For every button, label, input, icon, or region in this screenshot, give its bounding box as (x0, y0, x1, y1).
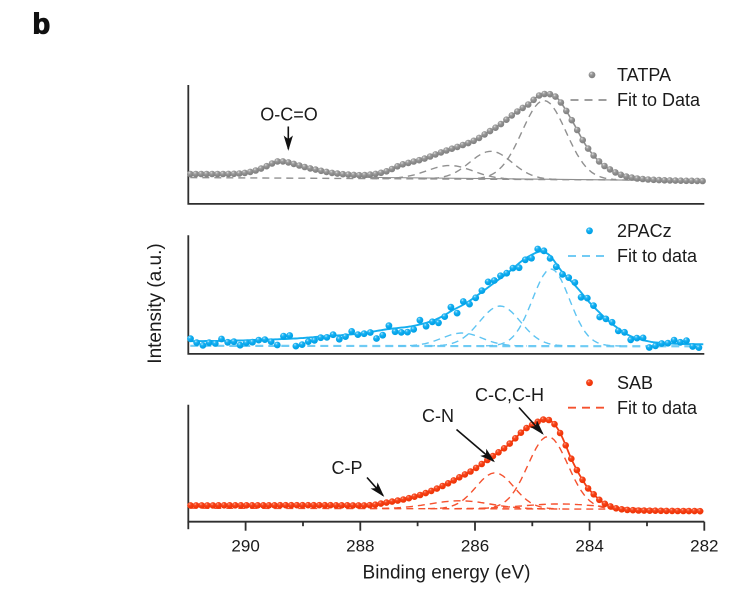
svg-text:Fit to data: Fit to data (617, 398, 698, 418)
svg-text:286: 286 (461, 537, 489, 556)
svg-text:O-C=O: O-C=O (260, 105, 318, 125)
svg-text:Intensity (a.u.): Intensity (a.u.) (145, 243, 166, 363)
svg-text:C-C,C-H: C-C,C-H (475, 385, 544, 405)
svg-text:Fit to data: Fit to data (617, 246, 698, 266)
svg-text:290: 290 (231, 537, 259, 556)
svg-text:284: 284 (575, 537, 603, 556)
svg-text:2PACz: 2PACz (617, 221, 672, 241)
svg-text:C-N: C-N (422, 406, 454, 426)
svg-text:282: 282 (690, 537, 718, 556)
svg-text:b: b (33, 9, 51, 41)
svg-text:Binding energy (eV): Binding energy (eV) (363, 563, 531, 584)
svg-text:TATPA: TATPA (617, 65, 671, 85)
svg-text:Fit to Data: Fit to Data (617, 90, 701, 110)
svg-text:C-P: C-P (332, 458, 363, 478)
svg-text:SAB: SAB (617, 373, 653, 393)
svg-text:288: 288 (346, 537, 374, 556)
